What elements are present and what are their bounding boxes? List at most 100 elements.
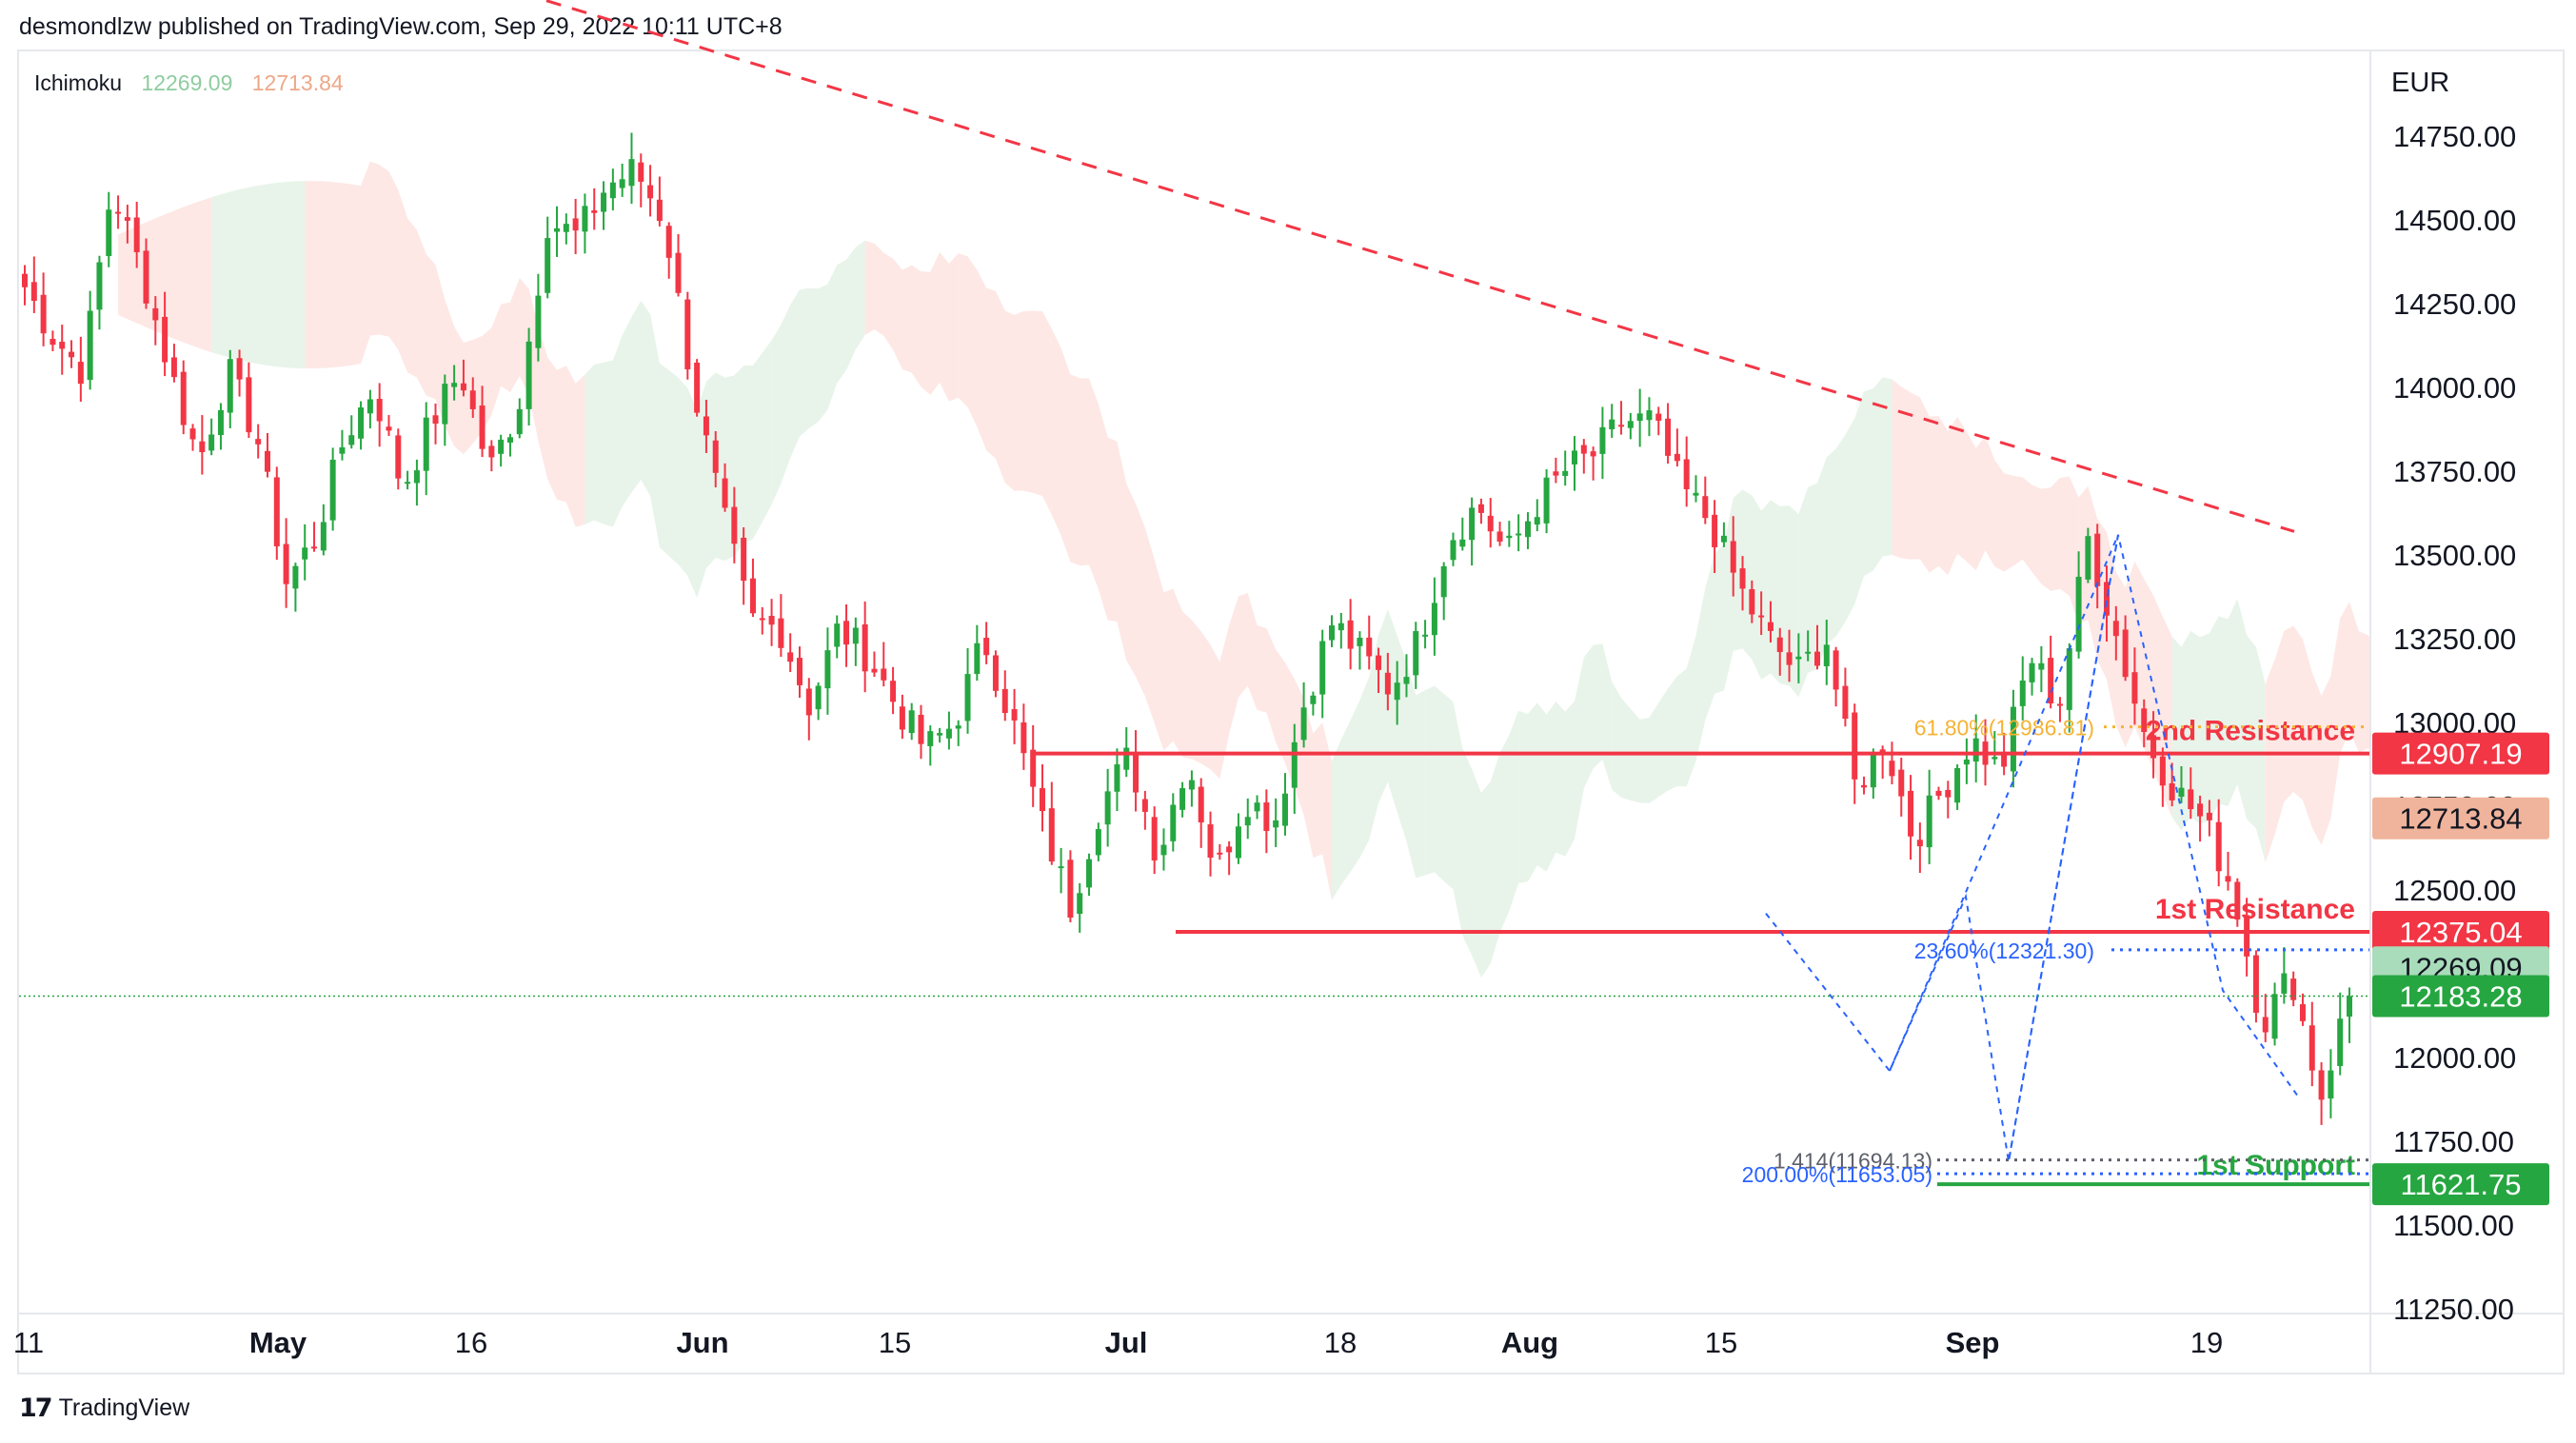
candle-body[interactable]	[1039, 788, 1045, 812]
candle-body[interactable]	[1693, 492, 1699, 496]
candle-body[interactable]	[1767, 622, 1773, 631]
candle-body[interactable]	[1469, 507, 1476, 541]
candle-body[interactable]	[30, 282, 37, 302]
candle-body[interactable]	[525, 341, 532, 409]
candle-body[interactable]	[628, 159, 635, 187]
candle-body[interactable]	[217, 409, 224, 436]
candle-body[interactable]	[1281, 793, 1288, 826]
candle-body[interactable]	[1683, 459, 1690, 490]
candle-body[interactable]	[545, 238, 551, 293]
candle-body[interactable]	[759, 618, 765, 621]
candle-body[interactable]	[1011, 708, 1018, 721]
candle-body[interactable]	[1870, 752, 1876, 788]
candle-body[interactable]	[787, 652, 794, 662]
candle-body[interactable]	[1805, 651, 1812, 654]
candle-body[interactable]	[945, 728, 952, 739]
candle-body[interactable]	[638, 162, 644, 182]
candle-body[interactable]	[647, 185, 654, 199]
candle-body[interactable]	[264, 450, 270, 472]
candle-body[interactable]	[2010, 706, 2016, 772]
candle-body[interactable]	[1702, 496, 1709, 519]
candle-body[interactable]	[498, 439, 505, 454]
candle-body[interactable]	[983, 638, 990, 656]
candle-body[interactable]	[712, 440, 719, 473]
candle-body[interactable]	[255, 439, 262, 445]
candle-body[interactable]	[1524, 521, 1531, 538]
candle-body[interactable]	[1440, 565, 1447, 598]
candle-body[interactable]	[1516, 533, 1522, 536]
candle-body[interactable]	[2019, 680, 2026, 706]
candle-body[interactable]	[2197, 803, 2204, 817]
candle-body[interactable]	[1058, 866, 1064, 869]
candle-body[interactable]	[348, 435, 355, 445]
candle-body[interactable]	[460, 383, 466, 391]
candle-body[interactable]	[1338, 623, 1344, 631]
candle-body[interactable]	[731, 506, 738, 544]
candle-body[interactable]	[115, 211, 122, 214]
candle-body[interactable]	[684, 299, 691, 370]
candle-body[interactable]	[1133, 752, 1139, 793]
candle-body[interactable]	[1422, 634, 1429, 637]
candle-body[interactable]	[1991, 757, 1998, 760]
candle-body[interactable]	[1141, 799, 1148, 812]
candle-body[interactable]	[311, 546, 318, 549]
candle-body[interactable]	[2337, 1018, 2344, 1066]
candle-body[interactable]	[1618, 425, 1625, 427]
candle-body[interactable]	[1795, 656, 1802, 660]
candle-body[interactable]	[890, 681, 897, 702]
candle-body[interactable]	[1020, 722, 1027, 754]
candle-body[interactable]	[1151, 817, 1158, 860]
candle-body[interactable]	[50, 339, 56, 346]
candle-body[interactable]	[601, 192, 607, 212]
candle-body[interactable]	[2085, 536, 2091, 580]
candle-body[interactable]	[329, 459, 336, 521]
candle-body[interactable]	[1720, 535, 1727, 543]
candle-body[interactable]	[797, 658, 803, 685]
candle-body[interactable]	[1300, 707, 1307, 741]
candle-body[interactable]	[862, 623, 868, 672]
candle-body[interactable]	[1972, 738, 1979, 762]
candle-body[interactable]	[2048, 658, 2054, 704]
candle-body[interactable]	[1310, 695, 1317, 704]
candle-body[interactable]	[554, 227, 561, 232]
candle-body[interactable]	[1394, 682, 1400, 701]
candle-body[interactable]	[1459, 539, 1466, 547]
candle-body[interactable]	[170, 357, 177, 378]
candle-body[interactable]	[1170, 804, 1177, 841]
candle-body[interactable]	[236, 358, 243, 380]
candle-body[interactable]	[1599, 426, 1606, 454]
candle-body[interactable]	[302, 547, 308, 560]
candle-body[interactable]	[1273, 820, 1279, 828]
candle-body[interactable]	[1198, 786, 1204, 823]
candle-body[interactable]	[1254, 802, 1260, 812]
candle-body[interactable]	[1935, 790, 1942, 797]
candle-body[interactable]	[96, 262, 103, 310]
candle-body[interactable]	[1403, 677, 1410, 684]
candle-body[interactable]	[1758, 615, 1765, 618]
candle-body[interactable]	[1357, 637, 1363, 646]
candle-body[interactable]	[376, 399, 383, 422]
candle-body[interactable]	[246, 377, 252, 433]
candle-body[interactable]	[87, 310, 93, 381]
candle-body[interactable]	[1207, 824, 1214, 859]
candle-body[interactable]	[1963, 759, 1970, 765]
candle-body[interactable]	[22, 273, 28, 287]
candle-body[interactable]	[1244, 817, 1251, 826]
candle-body[interactable]	[1067, 860, 1074, 919]
candle-body[interactable]	[358, 407, 365, 439]
candle-body[interactable]	[2271, 994, 2278, 1039]
candle-body[interactable]	[1329, 625, 1336, 641]
candle-body[interactable]	[367, 399, 373, 414]
candle-body[interactable]	[2169, 782, 2175, 801]
candle-body[interactable]	[506, 437, 513, 443]
candle-body[interactable]	[741, 537, 747, 582]
candle-body[interactable]	[834, 623, 841, 647]
candle-body[interactable]	[1217, 852, 1223, 855]
candle-body[interactable]	[2328, 1070, 2334, 1099]
candle-body[interactable]	[2215, 821, 2222, 872]
candle-body[interactable]	[1384, 672, 1391, 695]
candle-body[interactable]	[591, 209, 598, 213]
candle-body[interactable]	[1534, 517, 1540, 525]
candle-body[interactable]	[722, 478, 728, 508]
candle-body[interactable]	[1813, 651, 1820, 666]
